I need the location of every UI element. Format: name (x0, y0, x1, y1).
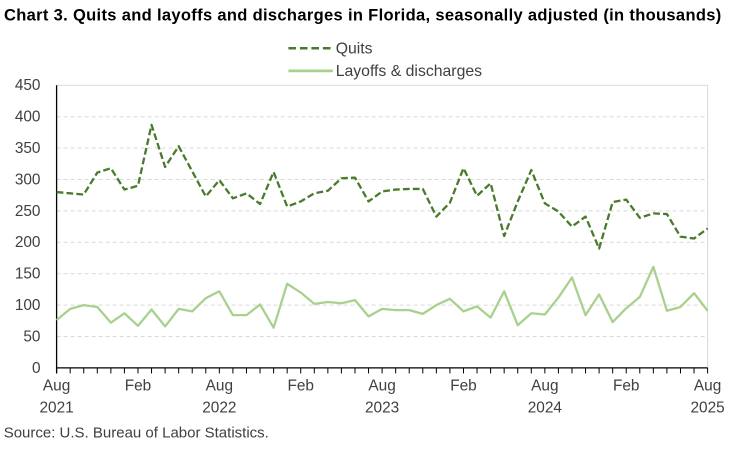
svg-text:100: 100 (15, 297, 41, 314)
svg-text:2024: 2024 (528, 399, 563, 416)
svg-text:2023: 2023 (365, 399, 399, 416)
svg-text:2025: 2025 (690, 399, 724, 416)
svg-text:0: 0 (32, 360, 41, 377)
svg-text:200: 200 (15, 234, 41, 251)
svg-text:Aug: Aug (368, 378, 395, 395)
svg-text:250: 250 (15, 203, 41, 220)
svg-text:400: 400 (15, 109, 41, 126)
svg-text:Aug: Aug (531, 378, 558, 395)
svg-text:50: 50 (23, 328, 40, 345)
svg-text:Quits: Quits (336, 41, 373, 58)
svg-text:Feb: Feb (450, 378, 477, 395)
svg-text:300: 300 (15, 171, 41, 188)
svg-text:Aug: Aug (43, 378, 70, 395)
svg-text:Chart 3. Quits and layoffs and: Chart 3. Quits and layoffs and discharge… (4, 7, 722, 25)
svg-text:2021: 2021 (39, 399, 73, 416)
svg-text:Aug: Aug (206, 378, 233, 395)
svg-text:150: 150 (15, 266, 41, 283)
svg-text:Feb: Feb (125, 378, 152, 395)
svg-text:Feb: Feb (613, 378, 640, 395)
svg-text:350: 350 (15, 140, 41, 157)
svg-text:450: 450 (15, 77, 41, 94)
svg-text:Source: U.S. Bureau of Labor S: Source: U.S. Bureau of Labor Statistics. (4, 424, 269, 441)
svg-text:Layoffs & discharges: Layoffs & discharges (336, 63, 482, 80)
svg-text:2022: 2022 (202, 399, 236, 416)
svg-text:Aug: Aug (694, 378, 721, 395)
svg-text:Feb: Feb (287, 378, 314, 395)
